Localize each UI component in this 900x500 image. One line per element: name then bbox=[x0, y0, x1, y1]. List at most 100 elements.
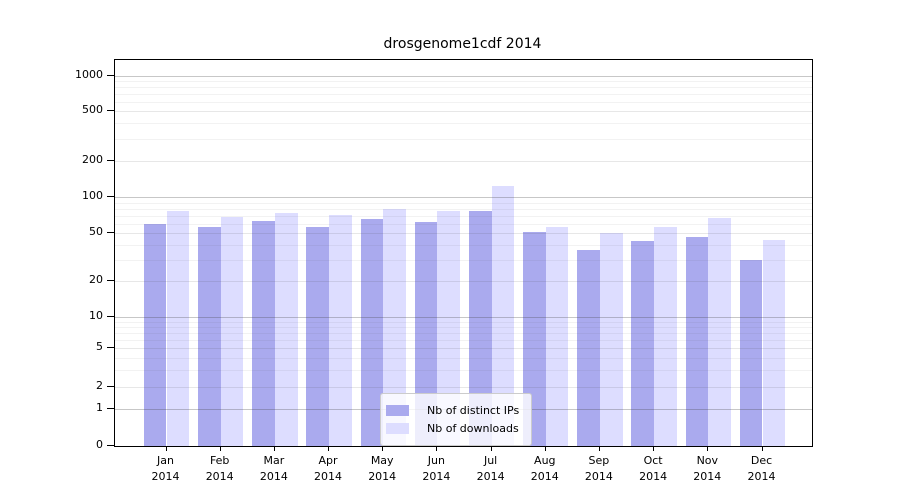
x-tick-year: 2014 bbox=[151, 470, 180, 483]
x-tick-label: Nov 2014 bbox=[680, 453, 734, 485]
legend-swatch-downloads bbox=[386, 422, 409, 434]
y-tick bbox=[107, 232, 114, 234]
y-tick bbox=[107, 347, 114, 348]
y-tick-label: 1 bbox=[96, 401, 103, 414]
bar-distinct-ips-mar bbox=[252, 221, 275, 446]
bar-downloads-jan bbox=[166, 210, 190, 446]
x-tick bbox=[382, 446, 384, 451]
x-tick bbox=[707, 446, 709, 451]
bar-distinct-ips-aug bbox=[523, 232, 546, 446]
x-tick-label: Apr 2014 bbox=[301, 453, 355, 485]
y-tick-label: 500 bbox=[82, 103, 103, 116]
gridline-minor bbox=[115, 259, 812, 261]
gridline-minor bbox=[115, 208, 812, 210]
bar-downloads-dec bbox=[762, 240, 786, 446]
legend-label-distinct-ips: Nb of distinct IPs bbox=[427, 403, 520, 417]
x-tick-year: 2014 bbox=[530, 470, 559, 483]
bar-distinct-ips-jul bbox=[468, 210, 492, 446]
x-tick-month: Jan bbox=[157, 454, 174, 467]
x-tick bbox=[544, 446, 546, 451]
bar-distinct-ips-sep bbox=[577, 250, 600, 446]
x-tick-label: Jun 2014 bbox=[409, 453, 463, 485]
y-tick bbox=[107, 386, 114, 387]
bar-downloads-oct bbox=[654, 226, 677, 446]
y-tick bbox=[107, 160, 114, 161]
x-tick-month: Jun bbox=[427, 454, 445, 467]
legend-item-distinct-ips: Nb of distinct IPs bbox=[386, 402, 519, 418]
x-tick-year: 2014 bbox=[259, 470, 288, 483]
bar-distinct-ips-oct bbox=[631, 241, 655, 446]
y-tick-label: 1000 bbox=[75, 68, 103, 81]
y-tick bbox=[107, 316, 114, 317]
bar-downloads-nov bbox=[708, 218, 731, 446]
y-tick bbox=[107, 280, 114, 281]
x-tick-label: Feb 2014 bbox=[193, 453, 247, 485]
gridline-minor bbox=[115, 101, 812, 103]
x-tick-year: 2014 bbox=[639, 470, 668, 483]
x-tick-year: 2014 bbox=[693, 470, 722, 483]
y-tick bbox=[107, 75, 114, 76]
x-tick-label: Jan 2014 bbox=[139, 453, 193, 485]
x-tick bbox=[273, 446, 275, 451]
y-tick-label: 100 bbox=[82, 189, 103, 203]
x-tick-month: Feb bbox=[209, 454, 230, 467]
x-tick-label: Jul 2014 bbox=[464, 453, 518, 485]
gridline-minor bbox=[115, 87, 812, 89]
x-tick bbox=[165, 446, 167, 451]
gridline-minor bbox=[115, 223, 812, 225]
gridline-minor bbox=[115, 369, 812, 371]
x-tick bbox=[598, 446, 600, 451]
x-tick-month: Oct bbox=[643, 454, 663, 467]
x-tick-month: Mar bbox=[263, 454, 285, 467]
bar-downloads-mar bbox=[274, 212, 298, 446]
legend: Nb of distinct IPs Nb of downloads bbox=[380, 393, 533, 446]
y-tick bbox=[107, 445, 114, 446]
x-tick-year: 2014 bbox=[422, 470, 451, 483]
bar-downloads-sep bbox=[599, 233, 623, 446]
x-tick-year: 2014 bbox=[747, 470, 776, 483]
gridline-minor bbox=[115, 327, 812, 328]
gridline-minor bbox=[115, 202, 812, 204]
gridline bbox=[115, 317, 812, 318]
x-tick bbox=[328, 446, 329, 451]
gridline-minor bbox=[115, 244, 812, 246]
y-tick-label: 20 bbox=[89, 273, 103, 286]
y-tick-label: 0 bbox=[96, 438, 103, 451]
x-tick bbox=[436, 446, 438, 451]
gridline bbox=[115, 111, 812, 112]
chart-title: drosgenome1cdf 2014 bbox=[383, 36, 542, 52]
x-tick-year: 2014 bbox=[476, 470, 505, 483]
x-tick-year: 2014 bbox=[368, 470, 397, 483]
y-tick-label: 5 bbox=[96, 340, 103, 353]
bar-distinct-ips-may bbox=[360, 218, 384, 446]
bar-distinct-ips-apr bbox=[306, 227, 329, 446]
legend-label-downloads: Nb of downloads bbox=[427, 421, 519, 435]
legend-item-downloads: Nb of downloads bbox=[386, 420, 519, 436]
bar-downloads-aug bbox=[545, 227, 569, 446]
x-tick bbox=[653, 446, 655, 451]
bar-downloads-feb bbox=[220, 216, 244, 446]
x-tick-year: 2014 bbox=[314, 470, 342, 483]
x-tick-month: Jul bbox=[483, 454, 498, 467]
gridline-minor bbox=[115, 81, 812, 83]
x-tick-month: Dec bbox=[750, 454, 773, 467]
gridline-minor bbox=[115, 333, 812, 334]
gridline bbox=[115, 387, 812, 388]
gridline bbox=[115, 281, 812, 282]
gridline-minor bbox=[115, 215, 812, 217]
x-tick-label: Mar 2014 bbox=[247, 453, 301, 485]
x-tick-month: May bbox=[370, 454, 394, 467]
x-tick-month: Apr bbox=[318, 454, 338, 467]
y-tick-label: 2 bbox=[96, 379, 103, 392]
x-tick-year: 2014 bbox=[205, 470, 234, 483]
gridline-minor bbox=[115, 357, 812, 359]
y-tick-label: 10 bbox=[89, 309, 103, 322]
gridline bbox=[115, 76, 812, 77]
x-tick bbox=[490, 446, 492, 451]
x-tick-label: Aug 2014 bbox=[518, 453, 572, 485]
bar-distinct-ips-dec bbox=[739, 259, 763, 446]
x-tick-month: Nov bbox=[696, 454, 719, 467]
bar-distinct-ips-jan bbox=[143, 223, 167, 446]
bar-distinct-ips-nov bbox=[685, 236, 709, 446]
